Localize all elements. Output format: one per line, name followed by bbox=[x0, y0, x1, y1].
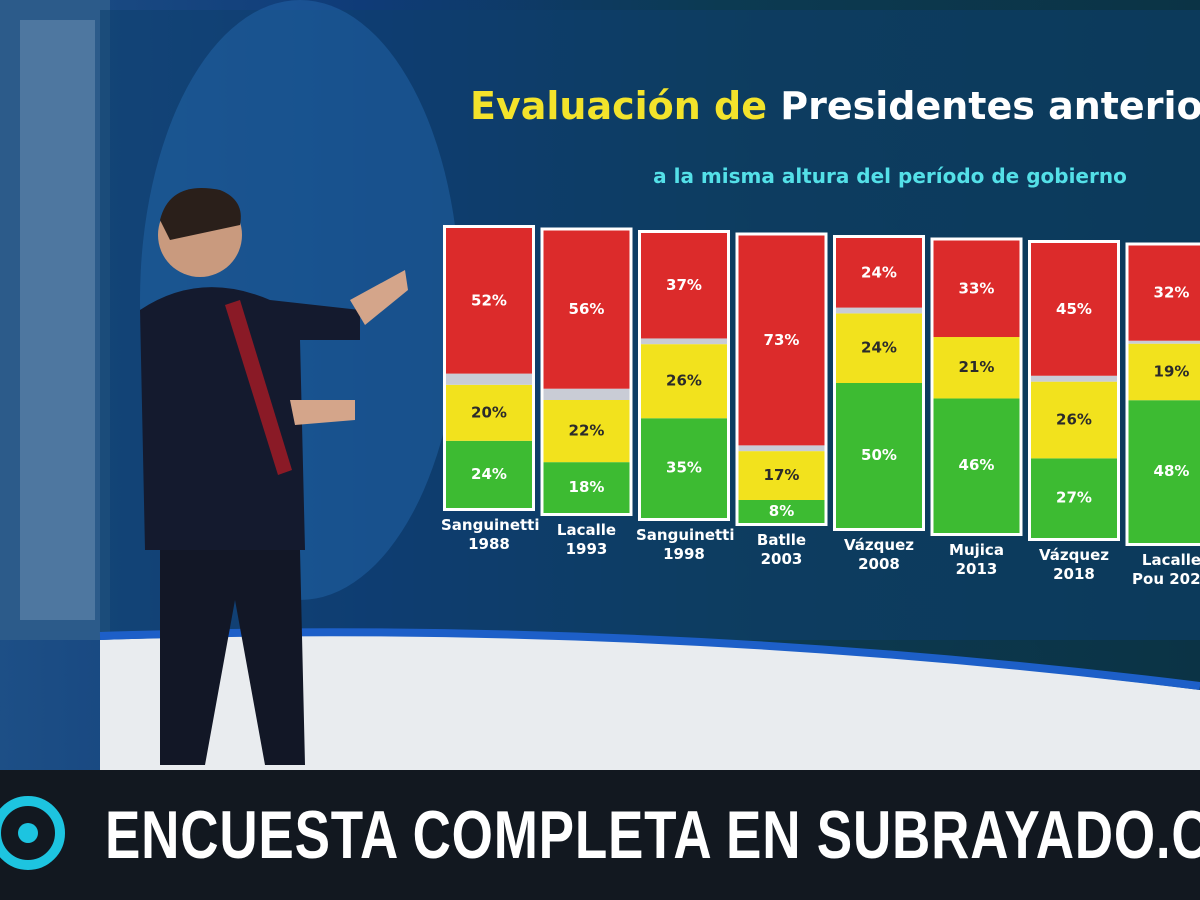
value-label: 56% bbox=[569, 300, 605, 318]
category-label: Sanguinetti 1998 bbox=[636, 526, 735, 563]
value-label: 48% bbox=[1154, 462, 1190, 480]
bar-segment bbox=[836, 307, 922, 314]
value-label: 19% bbox=[1154, 362, 1190, 380]
category-label: Mujica 2013 bbox=[949, 541, 1004, 578]
bar-segment bbox=[641, 344, 727, 419]
presenter bbox=[140, 188, 408, 765]
value-label: 46% bbox=[959, 456, 995, 474]
value-label: 32% bbox=[1154, 284, 1190, 302]
presenter-tie bbox=[225, 300, 292, 475]
presenter-jacket bbox=[140, 287, 360, 550]
value-label: 37% bbox=[666, 276, 702, 294]
bar-segment bbox=[543, 462, 630, 513]
presenter-hand bbox=[350, 270, 408, 325]
bar-segment bbox=[543, 400, 630, 463]
bar-segment bbox=[836, 383, 922, 528]
bar-segment bbox=[1031, 243, 1117, 376]
logo bbox=[0, 796, 65, 870]
value-label: 20% bbox=[471, 403, 507, 421]
value-label: 26% bbox=[1056, 411, 1092, 429]
bar-segment bbox=[738, 451, 825, 500]
bar-segment bbox=[1031, 381, 1117, 459]
value-label: 35% bbox=[666, 459, 702, 477]
value-label: 22% bbox=[569, 422, 605, 440]
bar-segment bbox=[738, 445, 825, 452]
value-label: 33% bbox=[959, 279, 995, 297]
value-label: 18% bbox=[569, 478, 605, 496]
channel-logo bbox=[0, 796, 65, 870]
bar-segment bbox=[543, 388, 630, 400]
chart-title: Evaluación de Presidentes anteriores bbox=[470, 84, 1200, 128]
bar-segment bbox=[1031, 458, 1117, 538]
bar-segment bbox=[1128, 400, 1200, 543]
bar-segment bbox=[738, 500, 825, 523]
bar-segment bbox=[543, 230, 630, 389]
value-label: 45% bbox=[1056, 300, 1092, 318]
bar-segment bbox=[1128, 343, 1200, 401]
value-label: 73% bbox=[764, 331, 800, 349]
bar-segment bbox=[446, 384, 532, 441]
news-banner: ENCUESTA COMPLETA EN SUBRAYADO.COM bbox=[0, 770, 1200, 900]
title-part: Evaluación de bbox=[470, 84, 768, 128]
presenter-hair bbox=[160, 188, 241, 240]
value-label: 8% bbox=[769, 502, 794, 520]
bar-segment bbox=[933, 398, 1020, 533]
category-label: Lacalle Pou 2023 bbox=[1132, 551, 1200, 588]
category-label: Batlle 2003 bbox=[756, 531, 807, 568]
bar-segment bbox=[933, 337, 1020, 399]
bar-segment bbox=[641, 418, 727, 518]
bar-segment bbox=[641, 338, 727, 345]
presenter-trousers bbox=[160, 550, 305, 765]
presenter-hand bbox=[290, 400, 355, 425]
value-label: 24% bbox=[861, 263, 897, 281]
bar-segment bbox=[1031, 375, 1117, 382]
value-label: 26% bbox=[666, 372, 702, 390]
bar-segment bbox=[933, 240, 1020, 338]
category-label: Vázquez 2018 bbox=[1039, 546, 1109, 583]
value-label: 24% bbox=[471, 465, 507, 483]
bar-segment bbox=[1128, 245, 1200, 341]
bar-segment bbox=[446, 228, 532, 374]
channel-logo-dot bbox=[18, 823, 38, 843]
bar-segment bbox=[738, 235, 825, 446]
title-part: Presidentes anteriores bbox=[780, 84, 1200, 128]
value-label: 24% bbox=[861, 339, 897, 357]
banner-text: ENCUESTA COMPLETA EN SUBRAYADO.COM bbox=[105, 797, 1200, 873]
bar-segment bbox=[1128, 340, 1200, 344]
bar-segment bbox=[641, 233, 727, 339]
category-label: Lacalle 1993 bbox=[556, 521, 617, 558]
value-label: 52% bbox=[471, 291, 507, 309]
value-label: 50% bbox=[861, 446, 897, 464]
bar-segment bbox=[836, 313, 922, 383]
value-label: 21% bbox=[959, 358, 995, 376]
category-label: Vázquez 2008 bbox=[844, 536, 914, 573]
studio-floor bbox=[100, 635, 1200, 770]
bar-segment bbox=[446, 373, 532, 385]
chart-subtitle: a la misma altura del período de gobiern… bbox=[653, 164, 1127, 188]
value-label: 27% bbox=[1056, 489, 1092, 507]
category-label: Sanguinetti 1988 bbox=[441, 516, 540, 553]
bar-segment bbox=[836, 238, 922, 308]
bar-segment bbox=[446, 440, 532, 508]
studio-window-pane bbox=[20, 20, 95, 620]
value-label: 17% bbox=[764, 466, 800, 484]
